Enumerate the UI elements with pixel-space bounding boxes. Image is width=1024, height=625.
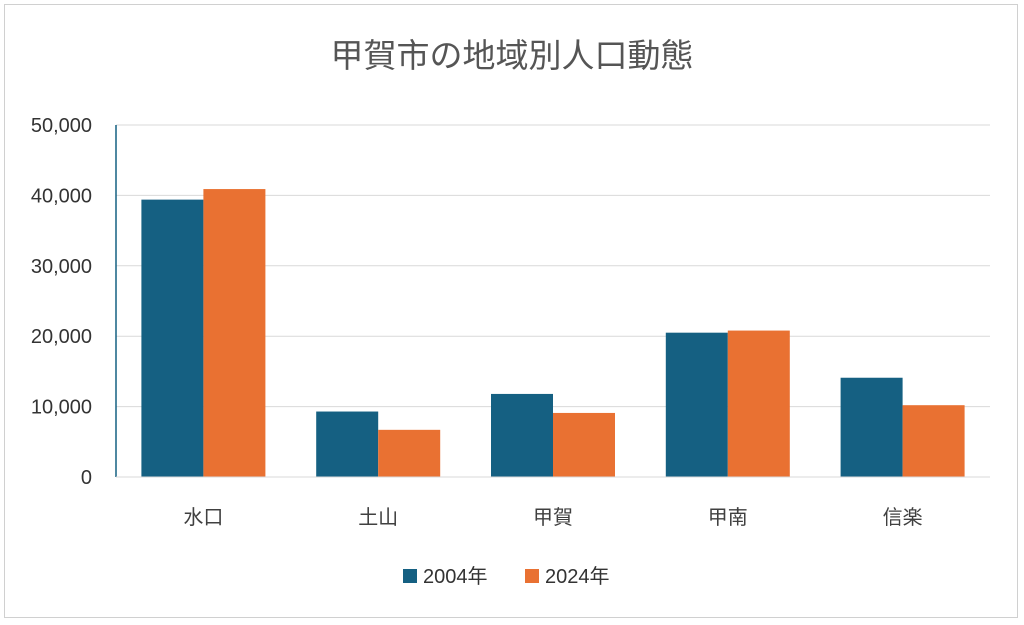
y-tick-label: 40,000	[31, 185, 92, 207]
bar-土山-2004年	[316, 411, 379, 477]
bars	[141, 189, 965, 477]
bar-信楽-2024年	[902, 405, 965, 477]
x-tick-label: 水口	[183, 505, 223, 529]
x-tick-label: 土山	[358, 505, 398, 529]
x-tick-label: 信楽	[883, 505, 923, 529]
bar-甲南-2024年	[727, 330, 790, 477]
legend-label: 2024年	[545, 565, 610, 588]
bar-甲賀-2024年	[553, 412, 615, 477]
legend-swatch	[403, 569, 417, 583]
y-tick-label: 10,000	[31, 397, 92, 419]
legend-label: 2004年	[423, 565, 488, 588]
x-tick-label: 甲賀	[533, 505, 573, 529]
x-axis-ticks: 水口 土山 甲賀 甲南 信楽	[183, 505, 922, 529]
legend: 2004年 2024年	[403, 565, 610, 588]
y-tick-label: 0	[81, 467, 92, 489]
bar-甲南-2004年	[665, 332, 728, 477]
y-tick-label: 50,000	[31, 115, 92, 137]
legend-swatch	[525, 569, 539, 583]
y-axis-ticks: 0 10,000 20,000 30,000 40,000 50,000	[31, 115, 92, 489]
bar-信楽-2004年	[840, 377, 903, 477]
bar-土山-2024年	[378, 429, 441, 477]
x-tick-label: 甲南	[708, 505, 748, 529]
bar-甲賀-2004年	[491, 393, 553, 477]
y-tick-label: 30,000	[31, 256, 92, 278]
chart-title: 甲賀市の地域別人口動態	[331, 36, 694, 75]
y-tick-label: 20,000	[31, 326, 92, 348]
bar-水口-2024年	[203, 189, 266, 477]
bar-水口-2004年	[141, 199, 204, 477]
